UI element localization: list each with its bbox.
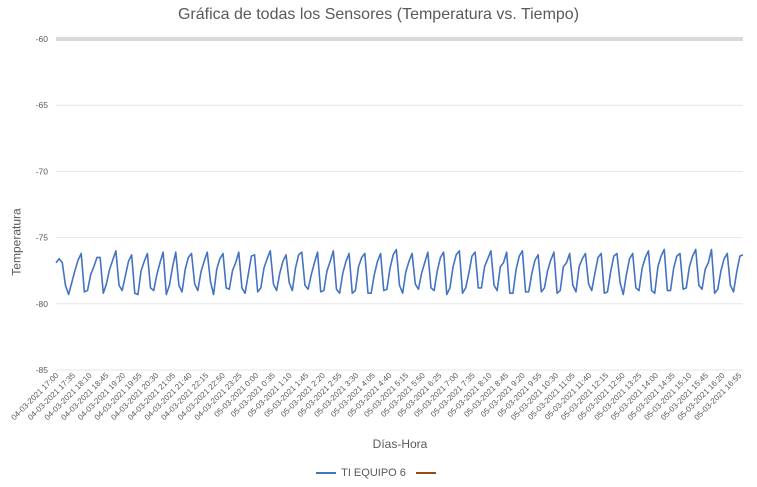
y-axis-title-text: Temperatura — [9, 208, 24, 276]
legend-label-0: TI EQUIPO 6 — [341, 467, 406, 479]
series-line-0 — [55, 248, 744, 296]
y-tick-label-4: -80 — [36, 299, 49, 309]
y-tick-label-1: -65 — [36, 100, 49, 110]
legend-swatch-0 — [316, 472, 337, 474]
legend: TI EQUIPO 6 — [0, 467, 757, 479]
y-tick-labels: -60 -65 -70 -75 -80 -85 — [36, 34, 49, 375]
legend-item-0[interactable]: TI EQUIPO 6 — [316, 467, 406, 479]
series-lines — [55, 248, 744, 296]
x-axis-title: Días-Hora — [372, 437, 428, 451]
y-tick-label-0: -60 — [36, 34, 49, 44]
legend-swatch-1 — [415, 472, 436, 474]
legend-item-1[interactable] — [415, 467, 441, 479]
gridlines — [56, 37, 743, 371]
y-tick-label-2: -70 — [36, 166, 49, 176]
chart-title: Gráfica de todas los Sensores (Temperatu… — [177, 6, 580, 23]
y-tick-label-3: -75 — [36, 233, 49, 243]
y-tick-label-5: -85 — [36, 365, 49, 375]
